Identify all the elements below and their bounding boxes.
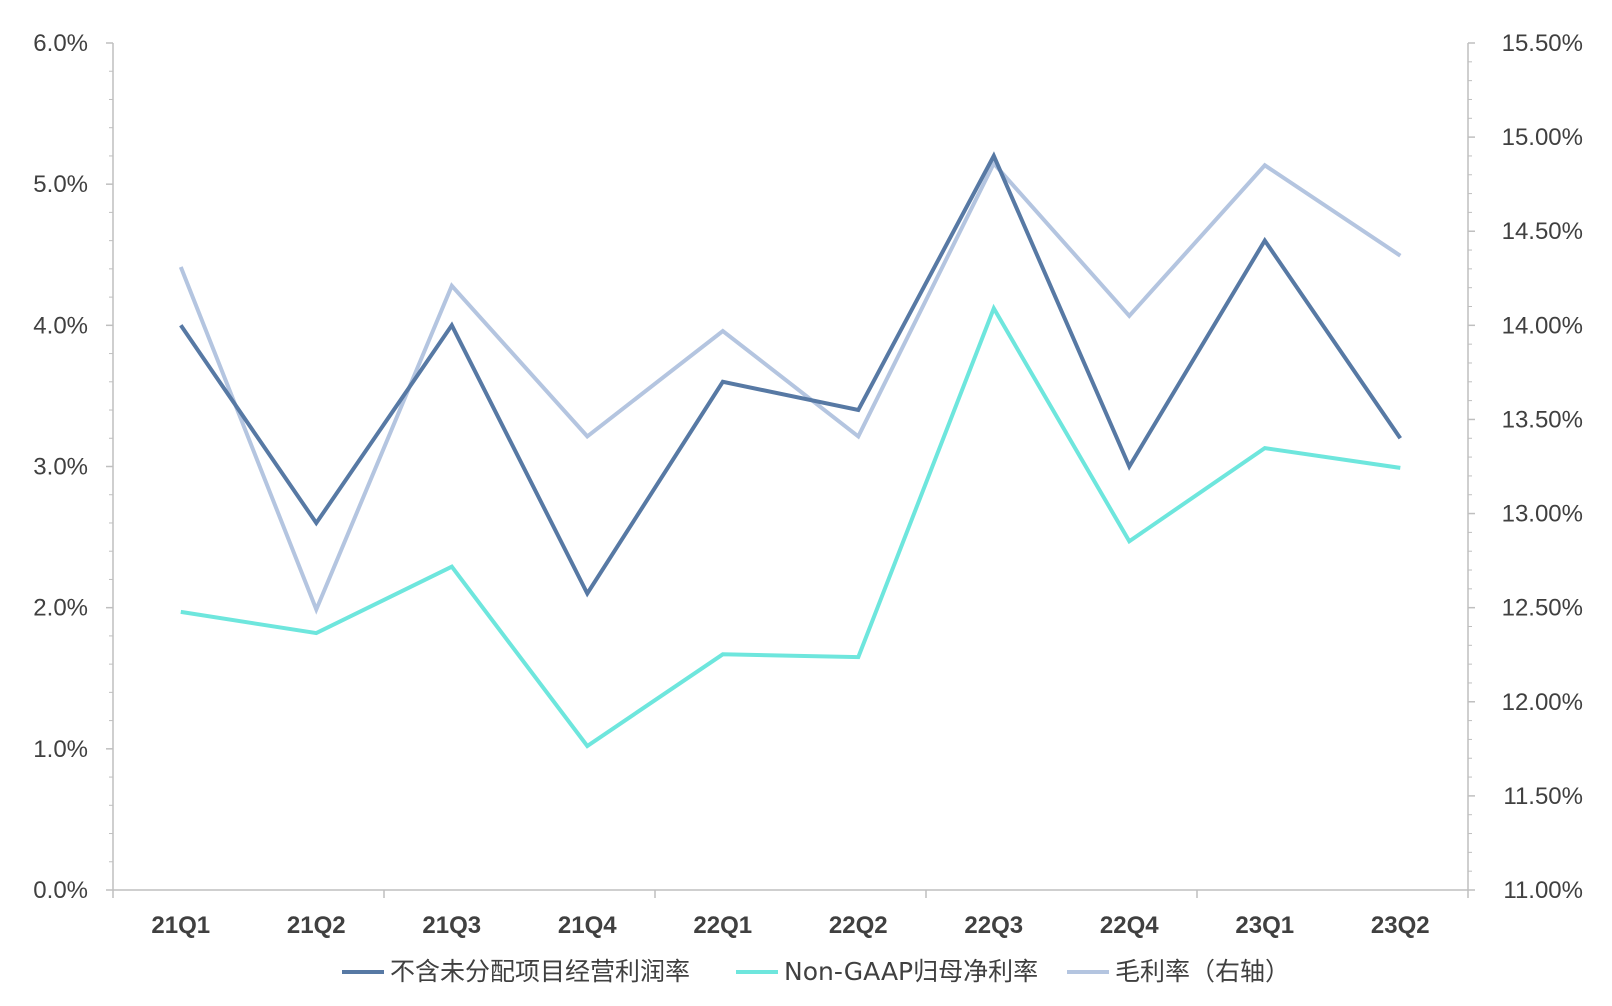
left-tick-label: 2.0% [33, 595, 88, 622]
x-tick-label: 21Q3 [422, 912, 481, 939]
data-point [179, 610, 183, 614]
x-tick-label: 23Q1 [1235, 912, 1294, 939]
left-tick-label: 4.0% [33, 312, 88, 339]
series-line-2 [178, 159, 1402, 615]
left-tick-label: 0.0% [33, 877, 88, 904]
data-point [992, 154, 996, 158]
data-point [856, 408, 860, 412]
series-line-1 [180, 303, 1401, 749]
data-point [856, 434, 860, 438]
data-point [1263, 239, 1267, 243]
data-point [450, 565, 454, 569]
data-point [721, 652, 725, 656]
x-tick-label: 22Q4 [1100, 912, 1159, 939]
x-tick-label: 22Q1 [693, 912, 752, 939]
data-point [179, 265, 183, 269]
data-point [585, 744, 589, 748]
left-tick-label: 6.0% [33, 30, 88, 57]
data-point [1263, 163, 1267, 167]
data-point [1127, 314, 1131, 318]
right-tick-label: 12.50% [1502, 595, 1583, 622]
right-tick-label: 11.00% [1503, 877, 1583, 904]
data-point [450, 323, 454, 327]
data-point [1263, 446, 1267, 450]
series-line-0 [179, 151, 1402, 598]
right-tick-label: 15.00% [1502, 124, 1583, 151]
data-point [314, 631, 318, 635]
data-point [1398, 466, 1402, 470]
data-point [314, 608, 318, 612]
left-tick-label: 5.0% [33, 171, 88, 198]
data-point [1127, 539, 1131, 543]
data-point [450, 284, 454, 288]
x-tick-label: 23Q2 [1371, 912, 1430, 939]
data-point [856, 655, 860, 659]
series-layer [178, 151, 1402, 749]
legend: 不含未分配项目经营利润率 Non-GAAP归母净利率 毛利率（右轴） [342, 957, 1290, 986]
data-point [585, 434, 589, 438]
right-tick-label: 15.50% [1502, 30, 1583, 57]
axes: 0.0% 1.0% 2.0% 3.0% 4.0% 5.0% 6.0% 11.00% 11.50%… [33, 30, 1583, 939]
right-tick-label: 12.00% [1502, 689, 1583, 716]
legend-label: Non-GAAP归母净利率 [784, 957, 1038, 986]
right-tick-label: 14.50% [1502, 218, 1583, 245]
x-tick-label: 22Q2 [829, 912, 888, 939]
data-point [585, 592, 589, 596]
x-tick-label: 21Q1 [151, 912, 210, 939]
data-point [721, 380, 725, 384]
x-tick-label: 22Q3 [964, 912, 1023, 939]
x-tick-label: 21Q2 [287, 912, 346, 939]
right-tick-label: 13.00% [1502, 501, 1583, 528]
right-tick-label: 13.50% [1502, 406, 1583, 433]
x-tick-label: 21Q4 [558, 912, 617, 939]
legend-label: 毛利率（右轴） [1115, 957, 1290, 986]
right-tick-label: 14.00% [1502, 312, 1583, 339]
legend-label: 不含未分配项目经营利润率 [390, 957, 690, 986]
right-tick-label: 11.50% [1503, 783, 1583, 810]
data-point [1398, 254, 1402, 258]
left-tick-label: 3.0% [33, 454, 88, 481]
data-point [721, 329, 725, 333]
left-tick-label: 1.0% [33, 736, 88, 763]
data-point [992, 306, 996, 310]
data-point [314, 521, 318, 525]
data-point [1398, 436, 1402, 440]
data-point [179, 323, 183, 327]
data-point [1127, 465, 1131, 469]
